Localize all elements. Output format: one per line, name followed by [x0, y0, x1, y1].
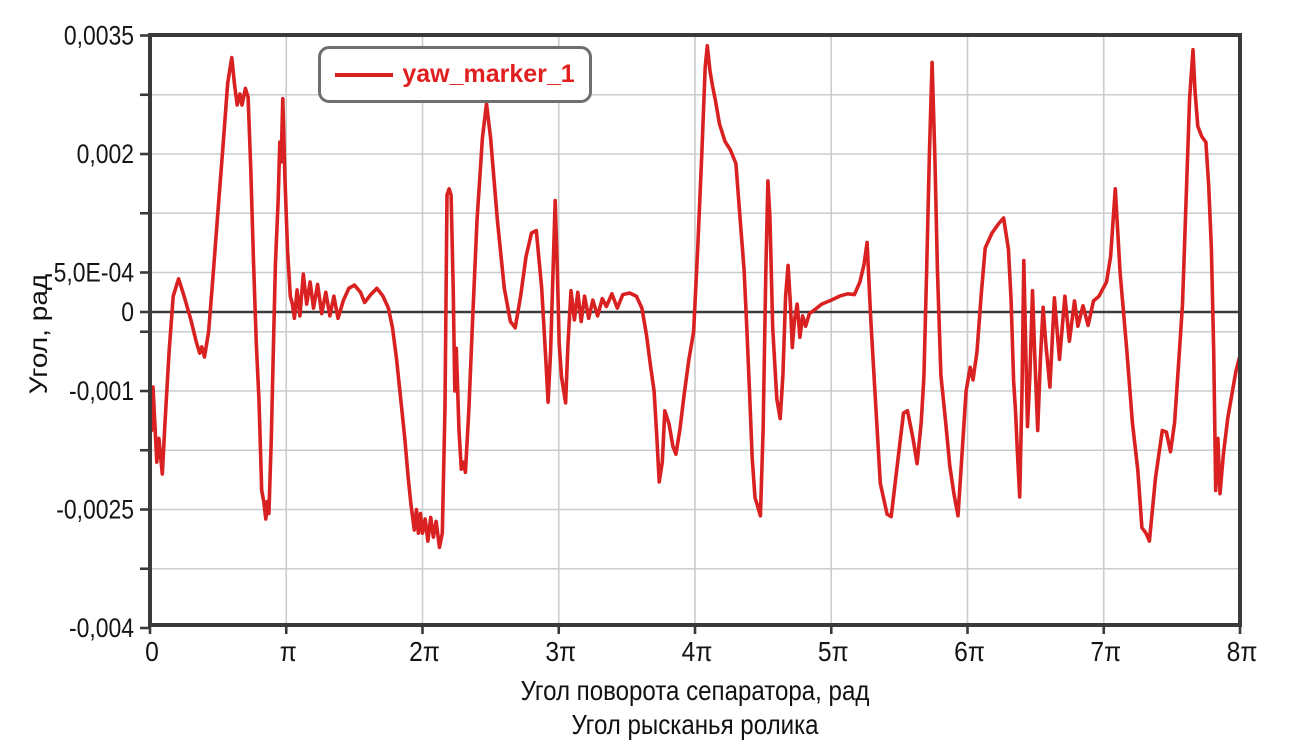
x-tick-label: 7π [1090, 636, 1121, 668]
y-tick-label: -0,004 [69, 613, 134, 643]
x-tick-label: 8π [1227, 636, 1258, 668]
legend: yaw_marker_1 [318, 46, 592, 103]
series-line-yaw-marker-1 [148, 43, 1242, 550]
legend-line-sample [335, 72, 394, 77]
y-tick-label: 5,0E-04 [54, 258, 134, 288]
x-axis-title: Угол поворота сепаратора, рад [520, 675, 870, 706]
x-axis-subtitle: Угол рысканья ролика [571, 709, 819, 740]
x-tick-label: 5π [818, 636, 849, 668]
x-tick-label: 2π [409, 636, 440, 668]
y-tick-label: 0 [121, 297, 134, 327]
y-tick-label: -0,001 [69, 376, 134, 406]
x-tick-label: 6π [954, 636, 985, 668]
x-axis-titles: Угол поворота сепаратора, рад Угол рыска… [345, 674, 1045, 742]
y-tick-label: -0,0025 [56, 495, 134, 525]
legend-series-label: yaw_marker_1 [402, 60, 575, 88]
x-tick-label: 4π [682, 636, 713, 668]
x-tick-label: π [280, 636, 297, 668]
x-tick-label: 0 [145, 636, 159, 668]
y-tick-label: 0,0035 [64, 21, 134, 51]
x-tick-label: 3π [545, 636, 576, 668]
y-tick-label: 0,002 [77, 139, 134, 169]
y-axis-title: Угол, рад [24, 273, 53, 395]
